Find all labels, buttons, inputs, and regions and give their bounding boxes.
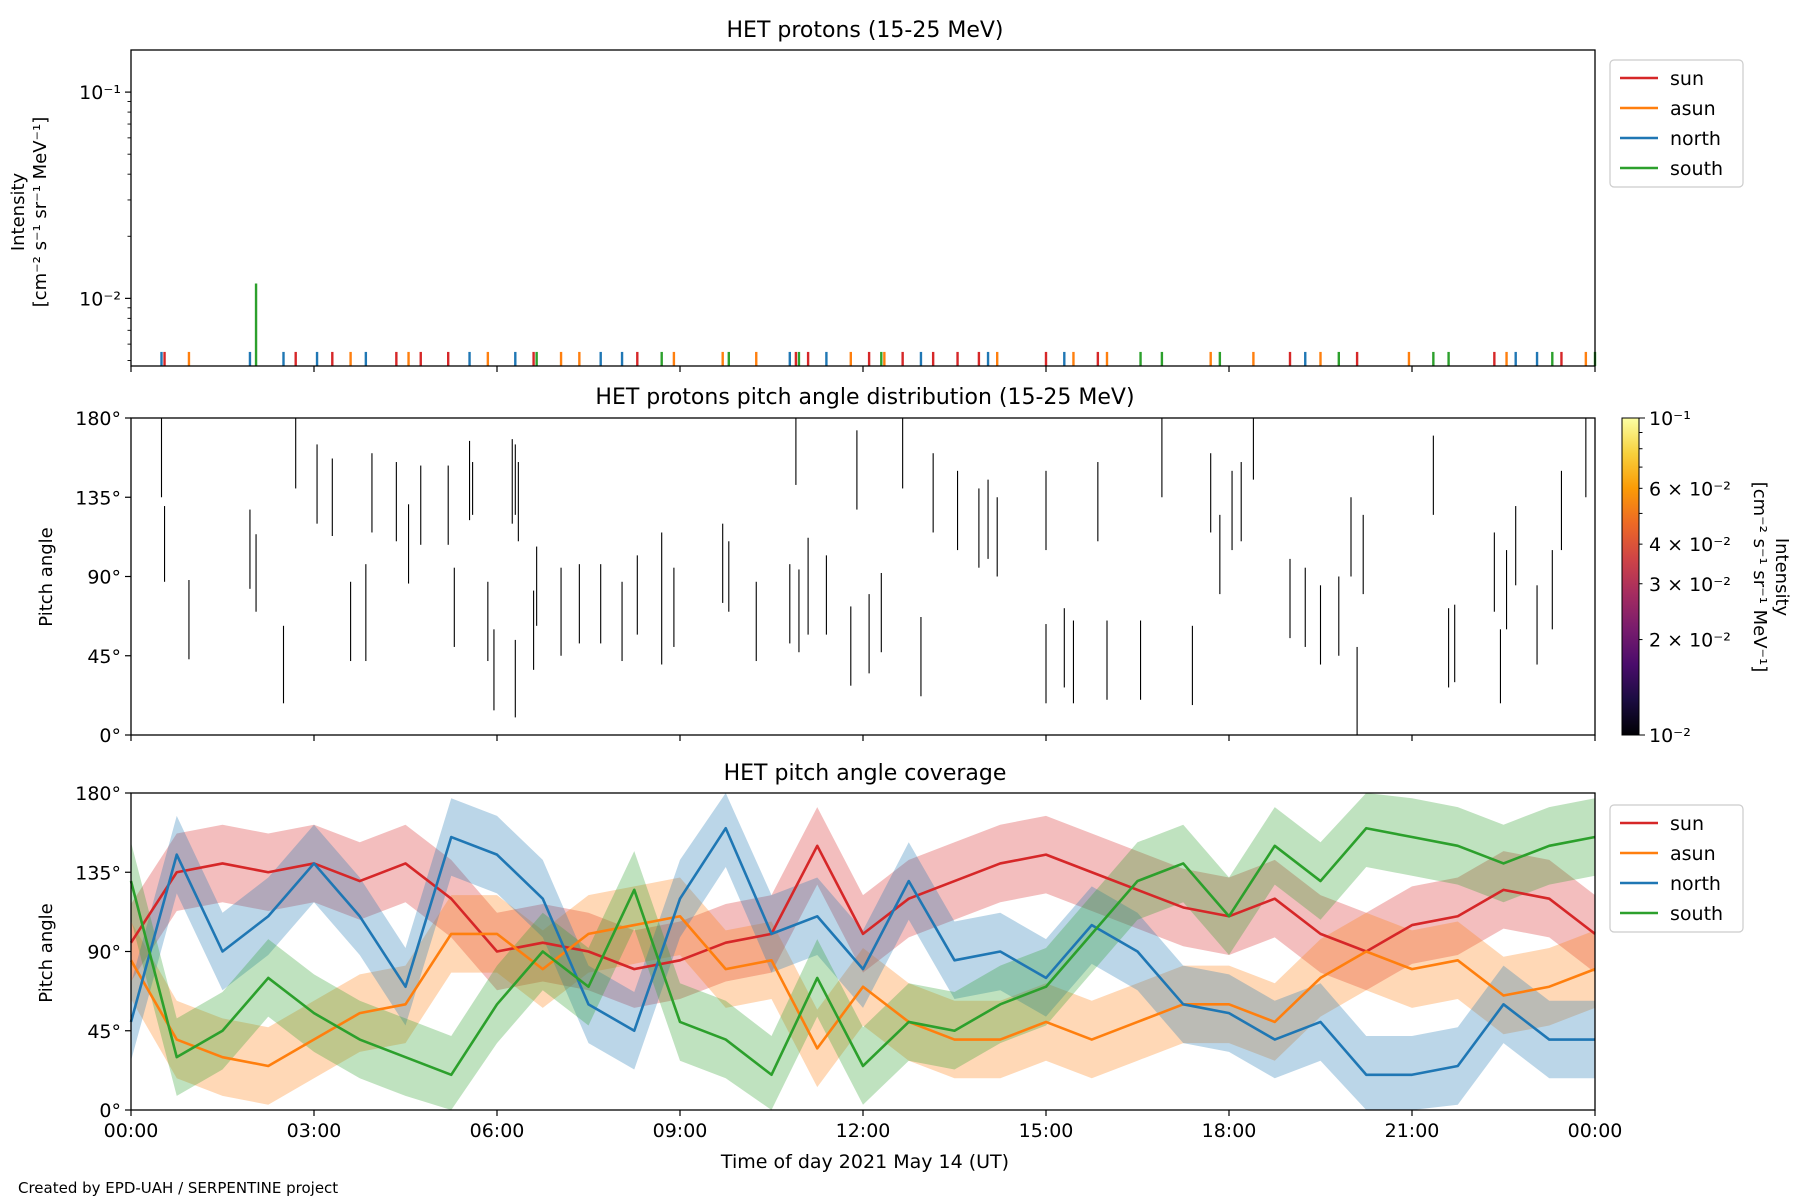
legend-label-sun: sun [1670,68,1704,90]
coverage-line-north [129,826,1595,1077]
x-tick-label: 21:00 [1385,1120,1440,1142]
x-axis-label: Time of day 2021 May 14 (UT) [720,1151,1009,1173]
pad-ytick-label: 45° [87,646,121,668]
x-tick-label: 09:00 [653,1120,708,1142]
colorbar-label-line1: Intensity [1771,538,1792,617]
coverage-line-sun [129,844,1596,971]
coverage-panel: HET pitch angle coverage 00:00 03:00 06:00… [36,761,1744,1142]
x-tick-label: 06:00 [470,1120,525,1142]
colorbar-tick-label: 10⁻² [1649,725,1691,747]
x-tick-label: 12:00 [836,1120,891,1142]
intensity-ytick-label: 10⁻¹ [79,82,121,104]
intensity-plot-area [131,50,1595,366]
credit-text: Created by EPD-UAH / SERPENTINE project [18,1179,338,1197]
colorbar-tick-label: 6 × 10⁻² [1649,478,1731,500]
legend-label-south: south [1670,158,1723,180]
coverage-panel-title: HET pitch angle coverage [724,761,1007,786]
intensity-ylabel: Intensity [cm⁻² s⁻¹ sr⁻¹ MeV⁻¹] [8,117,51,308]
intensity-ytick-label: 10⁻² [79,288,121,310]
legend-label-south: south [1670,903,1723,925]
intensity-ylabel-line2: [cm⁻² s⁻¹ sr⁻¹ MeV⁻¹] [30,117,51,308]
pad-ytick-label: 180° [75,408,121,430]
pad-ylabel: Pitch angle [36,527,57,626]
colorbar: 10⁻¹ 6 × 10⁻² 4 × 10⁻² 3 × 10⁻² 2 × 10⁻² 10⁻² [1621,408,1731,747]
intensity-legend-box [1609,59,1744,188]
colorbar-bar [1621,417,1640,736]
colorbar-label-line2: [cm⁻² s⁻¹ sr⁻¹ MeV⁻¹] [1749,482,1770,673]
pad-panel-title: HET protons pitch angle distribution (15… [595,385,1134,410]
pad-ytick-label: 135° [75,487,121,509]
coverage-band-sun [131,807,1595,1008]
pad-ytick-label: 90° [87,567,121,589]
coverage-ylabel: Pitch angle [36,903,57,1002]
intensity-panel: HET protons (15-25 MeV) 10⁻¹ 10⁻² Intensi… [8,18,1744,372]
colorbar-tick-label: 3 × 10⁻² [1649,574,1731,596]
coverage-band-south [131,793,1595,1110]
x-tick-label: 03:00 [287,1120,342,1142]
colorbar-tick-label: 2 × 10⁻² [1649,630,1731,652]
coverage-ytick-label: 90° [87,942,121,964]
coverage-legend: sun asun north south [1609,804,1744,933]
x-tick-label: 18:00 [1202,1120,1257,1142]
coverage-ytick-label: 180° [75,783,121,805]
legend-label-asun: asun [1670,98,1716,120]
colorbar-label: Intensity [cm⁻² s⁻¹ sr⁻¹ MeV⁻¹] [1749,482,1792,673]
pad-panel: HET protons pitch angle distribution (15… [36,385,1792,747]
legend-label-north: north [1670,128,1721,150]
coverage-legend-box [1609,804,1744,933]
intensity-ylabel-line1: Intensity [8,172,29,251]
intensity-panel-title: HET protons (15-25 MeV) [727,18,1004,43]
pad-plot-area [131,418,1595,735]
x-tick-label: 00:00 [104,1120,159,1142]
coverage-line-south [129,826,1596,1077]
legend-label-sun: sun [1670,813,1704,835]
pad-ytick-label: 0° [99,725,121,747]
coverage-ytick-label: 45° [87,1021,121,1043]
legend-label-asun: asun [1670,843,1716,865]
intensity-legend: sun asun north south [1609,59,1744,188]
legend-label-north: north [1670,873,1721,895]
colorbar-tick-label: 4 × 10⁻² [1649,534,1731,556]
colorbar-tick-label: 10⁻¹ [1649,408,1691,430]
coverage-ytick-label: 135° [75,862,121,884]
x-tick-label: 00:00 [1568,1120,1623,1142]
x-tick-label: 15:00 [1019,1120,1074,1142]
coverage-band-north [131,793,1595,1110]
coverage-ytick-label: 0° [99,1100,121,1122]
coverage-line-asun [129,914,1596,1068]
